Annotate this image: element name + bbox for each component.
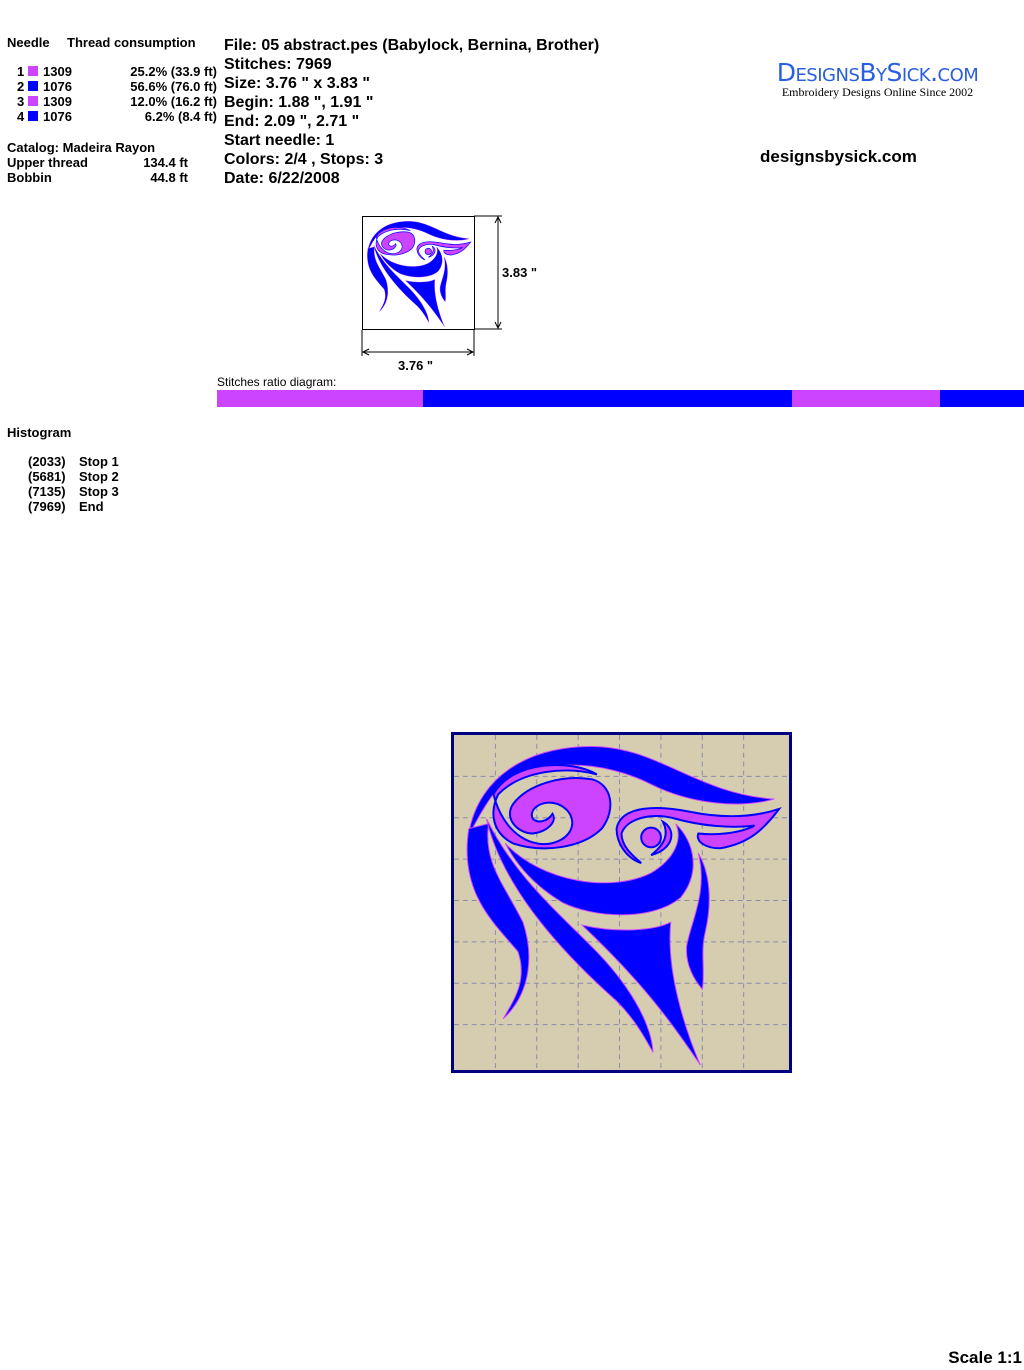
logo-tagline: Embroidery Designs Online Since 2002 — [781, 85, 974, 99]
thread-code: 1309 — [43, 64, 72, 79]
design-date: Date: 6/22/2008 — [224, 170, 340, 187]
thread-percent: 56.6% (76.0 ft) — [130, 79, 217, 94]
stop-count: (7135) — [28, 484, 66, 499]
histogram-list: (2033) Stop 1 (5681) Stop 2 (7135) Stop 3 (… — [28, 454, 119, 514]
design-image — [454, 735, 789, 1070]
logo-text: DesignsBySick.com — [776, 58, 979, 87]
stop-count: (5681) — [28, 469, 66, 484]
catalog-label: Catalog: Madeira Rayon — [7, 140, 156, 155]
thread-code: 1309 — [43, 94, 72, 109]
needle-header: Needle — [7, 35, 50, 50]
thread-percent: 25.2% (33.9 ft) — [130, 64, 217, 79]
stop-label: Stop 1 — [79, 454, 119, 469]
stop-count: (2033) — [28, 454, 66, 469]
design-thumbnail — [362, 216, 475, 330]
logo: DesignsBySick.com Embroidery Designs Onl… — [760, 58, 995, 99]
needle-row: 1 1309 25.2% (33.9 ft) — [7, 64, 217, 79]
ratio-segment — [939, 390, 1024, 407]
stop-label: Stop 2 — [79, 469, 119, 484]
needle-table: Needle Thread consumption 1 1309 25.2% (33… — [7, 35, 222, 195]
stop-label: Stop 3 — [79, 484, 119, 499]
needle-number: 1 — [17, 64, 25, 79]
stop-count: (7969) — [28, 499, 66, 514]
ratio-segment — [217, 390, 423, 407]
height-label: 3.83 " — [502, 265, 538, 280]
colors-stops: Colors: 2/4 , Stops: 3 — [224, 151, 384, 168]
design-info: File: 05 abstract.pes (Babylock, Bernina… — [224, 36, 599, 188]
upper-thread-label: Upper thread — [7, 155, 88, 170]
histogram-stop: (2033) Stop 1 — [28, 454, 119, 469]
start-needle: Start needle: 1 — [224, 132, 335, 149]
needle-number: 3 — [17, 94, 25, 109]
color-swatch — [28, 96, 38, 106]
color-swatch — [28, 66, 38, 76]
thread-percent: 12.0% (16.2 ft) — [130, 94, 217, 109]
begin-position: Begin: 1.88 ", 1.91 " — [224, 94, 374, 111]
scale-label: Scale 1:1 — [948, 1348, 1022, 1367]
histogram-stop: (7969) End — [28, 499, 119, 514]
end-position: End: 2.09 ", 2.71 " — [224, 113, 360, 130]
needle-number: 2 — [17, 79, 25, 94]
needle-row: 4 1076 6.2% (8.4 ft) — [7, 109, 217, 124]
design-size: Size: 3.76 " x 3.83 " — [224, 75, 370, 92]
design-preview — [451, 732, 792, 1073]
color-swatch — [28, 111, 38, 121]
needle-number: 4 — [17, 109, 25, 124]
file-name: File: 05 abstract.pes (Babylock, Bernina… — [224, 37, 600, 54]
histogram-stop: (5681) Stop 2 — [28, 469, 119, 484]
ratio-segment — [422, 390, 793, 407]
stitch-count: Stitches: 7969 — [224, 56, 332, 73]
upper-thread-value: 134.4 ft — [143, 155, 188, 170]
dimension-lines — [361, 215, 502, 356]
width-label: 3.76 " — [398, 358, 434, 373]
thread-percent: 6.2% (8.4 ft) — [144, 109, 217, 124]
needle-row: 3 1309 12.0% (16.2 ft) — [7, 94, 217, 109]
bobbin-label: Bobbin — [7, 170, 52, 185]
histogram-title: Histogram — [7, 425, 72, 440]
bobbin-value: 44.8 ft — [150, 170, 188, 185]
thread-consumption-header: Thread consumption — [67, 35, 196, 50]
needle-row: 2 1076 56.6% (76.0 ft) — [7, 79, 217, 94]
ratio-segment — [792, 390, 940, 407]
stop-label: End — [79, 499, 104, 514]
color-swatch — [28, 81, 38, 91]
ratio-label: Stitches ratio diagram: — [217, 375, 337, 389]
website-link[interactable]: designsbysick.com — [760, 147, 917, 166]
stitches-ratio-bar — [217, 390, 1024, 407]
thread-code: 1076 — [43, 109, 72, 124]
thread-code: 1076 — [43, 79, 72, 94]
histogram-stop: (7135) Stop 3 — [28, 484, 119, 499]
